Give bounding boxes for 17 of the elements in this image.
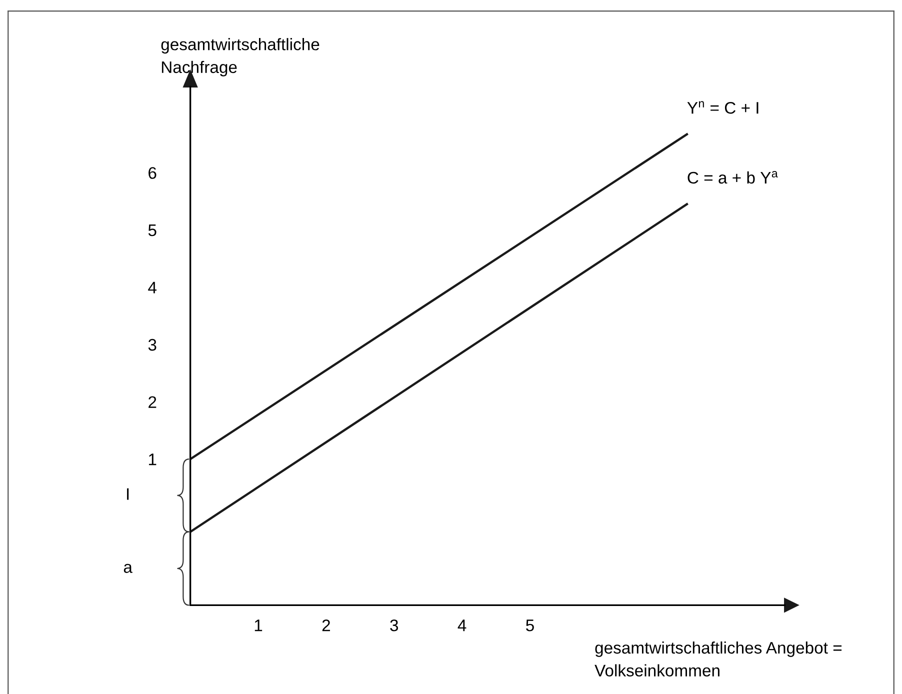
series-label: Y$^{n}$ = C + I xyxy=(687,101,758,114)
series-label: C = a + b Y$^{a}$ xyxy=(688,171,778,184)
x-tick-label: 4 xyxy=(458,620,466,632)
x-tick-label: 3 xyxy=(390,619,398,632)
y-tick-label: 5 xyxy=(148,224,156,236)
text: a xyxy=(124,564,132,573)
y-tick-label: 1 xyxy=(148,454,156,466)
x-tick-label: 2 xyxy=(322,619,330,632)
text: I xyxy=(127,488,129,500)
y-tick-label: 2 xyxy=(148,396,156,408)
y-axis-title: gesamtwirtschaftliche Nachfrage xyxy=(161,38,320,76)
y-tick-label: 6 xyxy=(148,167,156,179)
y-tick-label: 3 xyxy=(148,338,156,351)
x-tick-label: 1 xyxy=(254,620,262,632)
y-tick-label: 4 xyxy=(148,282,156,294)
x-axis-title: gesamtwirtschaftliches Angebot = Volkseinkommen xyxy=(594,641,842,676)
x-tick-label: 5 xyxy=(526,620,534,632)
